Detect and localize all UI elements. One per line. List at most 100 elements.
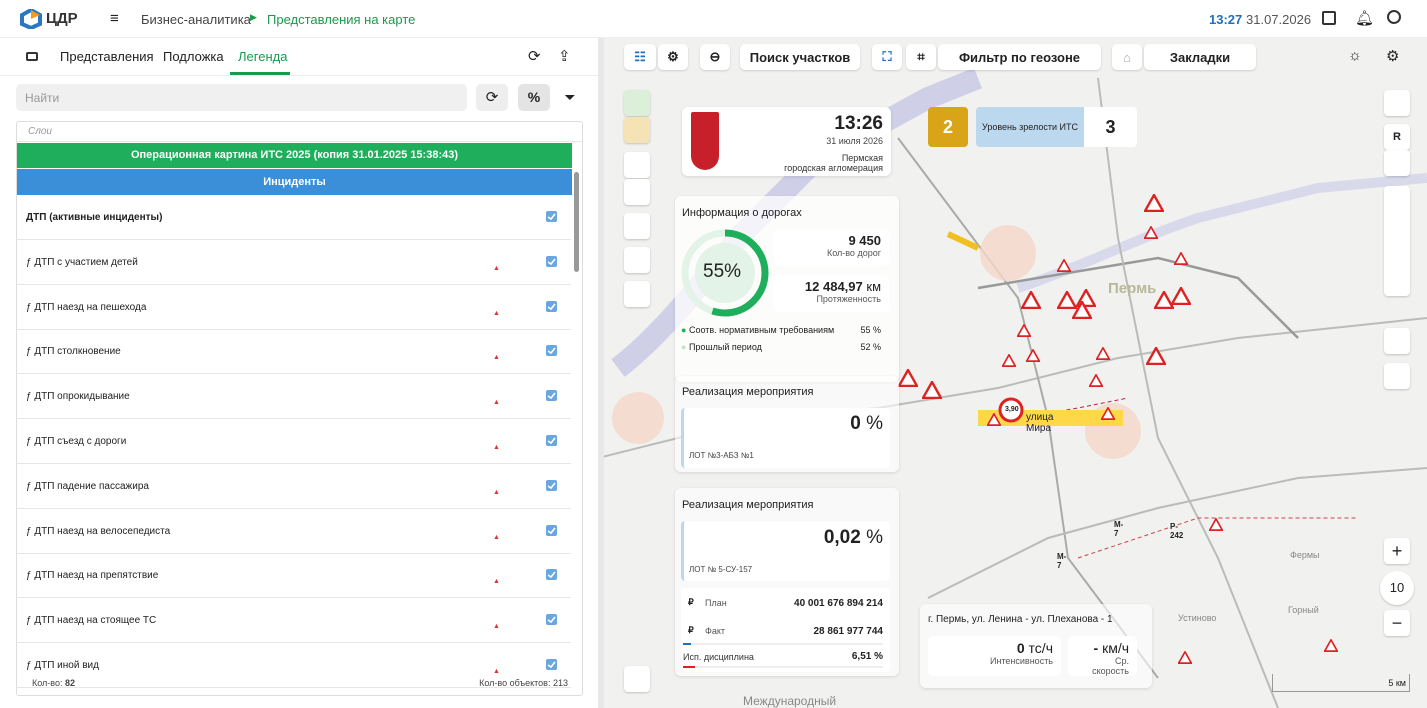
layer-symbol: ▲ — [493, 399, 500, 407]
refresh-icon[interactable]: ⟳ — [528, 48, 541, 65]
legend-value: 55 % — [860, 325, 881, 335]
history-button[interactable] — [624, 117, 650, 143]
layer-row[interactable]: ДТП (активные инциденты) — [16, 195, 571, 240]
map-label: Международный — [743, 694, 837, 708]
search-button[interactable] — [624, 179, 650, 205]
region-line: Пермская — [841, 153, 883, 163]
table-header — [17, 122, 582, 142]
geozone-filter[interactable]: Фильтр по геозоне — [938, 44, 1101, 70]
reset-button[interactable]: ⟳ — [476, 84, 508, 111]
layer-name: ƒ ДТП опрокидывание — [26, 391, 130, 403]
breadcrumb[interactable]: Бизнес-аналитика — [141, 12, 251, 27]
locate-button[interactable] — [624, 152, 650, 178]
percent-button[interactable]: % — [518, 84, 550, 111]
settings-button[interactable]: ⚙ — [658, 44, 688, 70]
layer-row[interactable]: ƒ ДТП наезд на велосепедиста ▲ — [16, 509, 571, 554]
fact-label: Факт — [705, 626, 726, 636]
splitter[interactable] — [598, 38, 604, 708]
scrollbar[interactable] — [574, 172, 579, 272]
bookmarks-button[interactable]: Закладки — [1144, 44, 1256, 70]
fact: 28 861 977 744 — [813, 626, 883, 637]
fact-bar — [683, 643, 883, 645]
layer-subgroup[interactable]: Инциденты — [17, 169, 572, 195]
zoom-out[interactable]: − — [1384, 610, 1410, 636]
layer-row[interactable]: ƒ ДТП опрокидывание ▲ — [16, 374, 571, 420]
incident-marker — [1088, 373, 1104, 392]
tab-active[interactable]: Легенда — [238, 49, 288, 64]
layer-checkbox[interactable] — [546, 569, 557, 581]
layer-r-button[interactable]: R — [1384, 124, 1410, 150]
logo: ЦДР — [46, 10, 78, 27]
layer-checkbox[interactable] — [546, 255, 557, 267]
scan-button[interactable]: ⌗ — [906, 44, 936, 70]
home-button[interactable]: ⌂ — [1112, 44, 1142, 70]
layer-row[interactable]: ƒ ДТП столкновение ▲ — [16, 329, 571, 375]
layer-row[interactable]: ƒ ДТП с участием детей ▲ — [16, 240, 571, 285]
length-unit: км — [866, 279, 881, 294]
share-icon[interactable]: ⇪ — [558, 48, 571, 65]
map[interactable]: Пермь улица Мира 3,90 M-7 M-7 P-242 Устиново Го… — [598, 38, 1427, 708]
layer-row[interactable]: ƒ ДТП наезд на препятствие ▲ — [16, 553, 571, 599]
layer-checkbox[interactable] — [546, 435, 557, 446]
snow-button[interactable] — [1384, 150, 1410, 176]
map-settings-button[interactable]: ⚙ — [1386, 48, 1400, 65]
list-button[interactable]: ☷ — [624, 44, 656, 70]
intensity-label: Интенсивность — [989, 656, 1053, 666]
play-button[interactable] — [624, 90, 650, 116]
theme-button[interactable]: ☼ — [1348, 47, 1362, 64]
layer-row[interactable]: ƒ ДТП съезд с дороги ▲ — [16, 419, 571, 464]
tab[interactable]: Представления — [60, 49, 154, 64]
filter-button[interactable]: ⏷ — [564, 89, 576, 105]
layer-row[interactable]: ƒ ДТП падение пассажира ▲ — [16, 464, 571, 509]
search-sections-button[interactable]: Поиск участков — [740, 44, 860, 70]
user-icon[interactable] — [1387, 10, 1401, 24]
zoom-level: 10 — [1380, 571, 1414, 605]
donut-inner — [695, 243, 755, 303]
layer-checkbox[interactable] — [546, 614, 557, 626]
fit-button[interactable]: ⛶ — [872, 44, 902, 70]
layer-name: ДТП (активные инциденты) — [26, 212, 163, 223]
city-time: 13:26 — [834, 113, 883, 134]
city-card: 13:26 31 июля 2026 Пермская городская агл… — [682, 107, 891, 176]
layer-checkbox[interactable] — [546, 479, 557, 491]
layer-checkbox[interactable] — [546, 300, 557, 312]
layer-name: ƒ ДТП наезд на пешехода — [26, 301, 147, 313]
fullscreen-button[interactable] — [1384, 90, 1410, 116]
apps-icon[interactable] — [1322, 11, 1336, 25]
incident-marker — [986, 412, 1002, 431]
bell-icon[interactable]: 🔔︎ — [1355, 10, 1375, 27]
layers-tools[interactable] — [1384, 186, 1410, 296]
layer-group[interactable]: Операционная картина ИТС 2025 (копия 31.… — [17, 143, 572, 168]
traffic-card: г. Пермь, ул. Ленина - ул. Плеханова - 1… — [920, 604, 1152, 688]
incident-marker — [1142, 192, 1166, 217]
breadcrumb-separator: ▶ — [250, 12, 257, 22]
discipline-label: Исп. дисциплина — [683, 652, 754, 662]
plan: 40 001 676 894 214 — [794, 598, 883, 609]
event-card: Реализация мероприятия 0 % ЛОТ №3-АБЗ №1 — [675, 376, 899, 472]
currency: ₽ — [688, 597, 694, 607]
layer-checkbox[interactable] — [546, 390, 557, 402]
legend-button[interactable] — [1384, 363, 1410, 389]
more-button[interactable] — [1384, 328, 1410, 354]
panel-icon[interactable] — [26, 52, 38, 61]
download-button[interactable] — [624, 281, 650, 307]
road-count-label: Кол-во дорог — [826, 248, 881, 258]
layer-checkbox[interactable] — [546, 211, 557, 222]
layer-row[interactable]: ƒ ДТП наезд на стоящее ТС ▲ — [16, 598, 571, 644]
search-input[interactable]: Найти — [16, 84, 467, 111]
layer-row[interactable]: ƒ ДТП иной вид ▲ — [16, 643, 571, 688]
layer-row[interactable]: ƒ ДТП наезд на пешехода ▲ — [16, 285, 571, 330]
layer-symbol: ▲ — [493, 623, 500, 631]
layer-checkbox[interactable] — [546, 659, 557, 670]
layer-checkbox[interactable] — [546, 524, 557, 536]
tab[interactable]: Подложка — [163, 49, 224, 64]
navigate-button[interactable] — [624, 666, 650, 692]
pin-button[interactable] — [624, 213, 650, 239]
traffic-location: г. Пермь, ул. Ленина - ул. Плеханова - 1 — [928, 614, 1113, 625]
zoom-in[interactable]: + — [1384, 538, 1410, 564]
layer-checkbox[interactable] — [546, 345, 557, 357]
menu-icon[interactable]: ≡ — [110, 10, 119, 27]
zoom-out-button[interactable]: ⊖ — [700, 44, 730, 70]
map-label: Горный — [1288, 605, 1319, 615]
ruler-button[interactable] — [624, 247, 650, 273]
